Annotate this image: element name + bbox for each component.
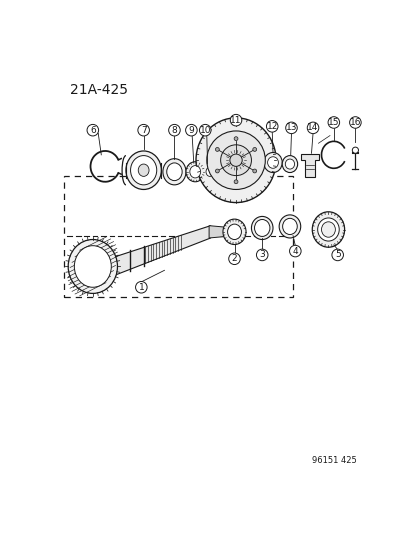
Text: 9: 9 xyxy=(188,126,194,135)
Text: 14: 14 xyxy=(306,123,318,132)
Circle shape xyxy=(306,122,318,134)
Circle shape xyxy=(256,249,267,261)
Ellipse shape xyxy=(185,161,204,182)
Text: 16: 16 xyxy=(349,118,360,127)
Circle shape xyxy=(135,281,147,293)
Text: 1: 1 xyxy=(138,283,144,292)
Circle shape xyxy=(230,115,241,126)
Ellipse shape xyxy=(282,156,297,173)
Ellipse shape xyxy=(166,163,182,181)
Ellipse shape xyxy=(282,219,297,235)
Circle shape xyxy=(228,253,240,264)
Text: 10: 10 xyxy=(199,126,211,135)
Text: 4: 4 xyxy=(292,247,297,255)
Polygon shape xyxy=(113,225,210,276)
Circle shape xyxy=(138,124,149,136)
Ellipse shape xyxy=(254,220,269,237)
Ellipse shape xyxy=(68,239,117,294)
Bar xyxy=(64,175,292,297)
Ellipse shape xyxy=(285,159,294,169)
Ellipse shape xyxy=(317,218,338,241)
Circle shape xyxy=(215,148,219,151)
Ellipse shape xyxy=(229,154,242,166)
Text: 15: 15 xyxy=(327,118,339,127)
Circle shape xyxy=(87,124,98,136)
Text: 5: 5 xyxy=(334,251,340,260)
Ellipse shape xyxy=(321,222,335,237)
Circle shape xyxy=(285,122,297,134)
Ellipse shape xyxy=(130,156,157,185)
Circle shape xyxy=(234,180,237,184)
Ellipse shape xyxy=(203,165,216,179)
Ellipse shape xyxy=(74,246,111,287)
Text: 11: 11 xyxy=(230,116,241,125)
Circle shape xyxy=(185,124,197,136)
Text: 13: 13 xyxy=(285,123,297,132)
Polygon shape xyxy=(209,225,225,238)
Ellipse shape xyxy=(195,118,275,203)
Circle shape xyxy=(351,147,358,154)
Text: 3: 3 xyxy=(259,251,264,260)
Circle shape xyxy=(252,169,256,173)
Circle shape xyxy=(327,117,339,128)
Circle shape xyxy=(215,169,219,173)
Circle shape xyxy=(199,124,211,136)
Text: 96151 425: 96151 425 xyxy=(311,456,356,465)
Text: 8: 8 xyxy=(171,126,177,135)
Ellipse shape xyxy=(251,216,272,239)
Circle shape xyxy=(349,117,360,128)
Ellipse shape xyxy=(223,219,245,245)
Ellipse shape xyxy=(126,151,161,189)
Text: 2: 2 xyxy=(231,254,237,263)
Circle shape xyxy=(289,245,300,257)
Circle shape xyxy=(266,120,278,132)
Ellipse shape xyxy=(278,215,300,238)
Circle shape xyxy=(331,249,343,261)
Ellipse shape xyxy=(263,152,282,173)
Text: 7: 7 xyxy=(140,126,146,135)
Ellipse shape xyxy=(162,159,185,185)
Ellipse shape xyxy=(311,212,344,247)
Circle shape xyxy=(252,148,256,151)
Ellipse shape xyxy=(190,166,200,178)
Ellipse shape xyxy=(206,167,213,176)
Ellipse shape xyxy=(220,145,251,175)
Text: 6: 6 xyxy=(90,126,95,135)
Ellipse shape xyxy=(206,131,265,189)
Ellipse shape xyxy=(227,224,241,239)
Ellipse shape xyxy=(138,164,149,176)
Circle shape xyxy=(234,137,237,141)
Text: 21A-425: 21A-425 xyxy=(69,83,128,97)
Polygon shape xyxy=(300,154,318,177)
Ellipse shape xyxy=(267,157,278,168)
Text: 12: 12 xyxy=(266,122,277,131)
Circle shape xyxy=(168,124,180,136)
